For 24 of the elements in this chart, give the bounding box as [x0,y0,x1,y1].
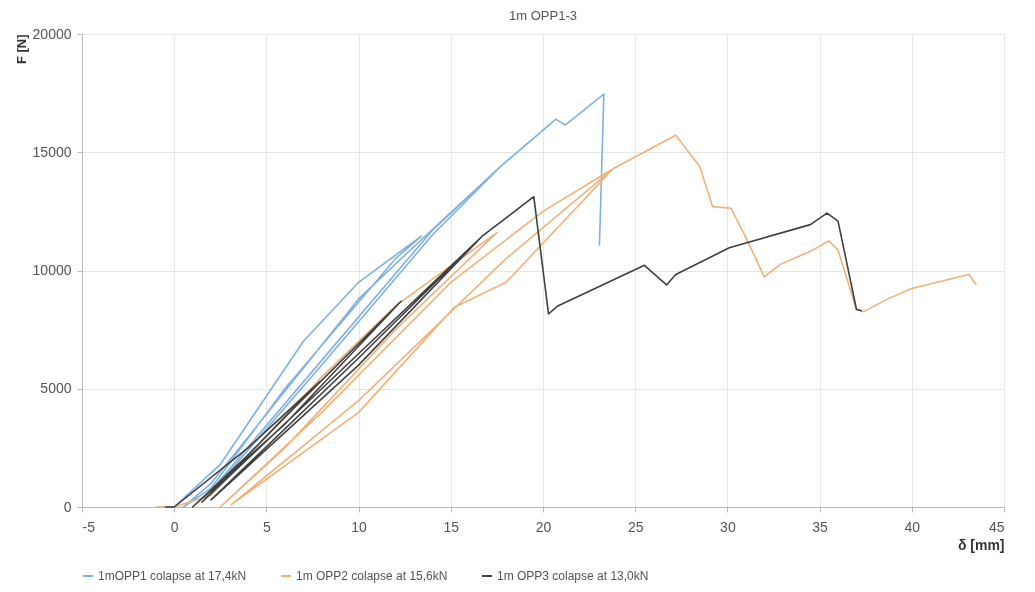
y-tick-label: 20000 [32,25,72,42]
line-series [154,134,978,508]
y-tick-label: 15000 [32,143,72,160]
x-tick-label: 25 [627,518,644,535]
legend-label: 1mOPP1 colapse at 17,4kN [98,569,247,583]
x-tick-label: 20 [535,518,552,535]
x-tick-label: 0 [170,518,179,535]
y-tick-label: 5000 [40,380,72,397]
x-tick-label: 15 [443,518,460,535]
x-tick-label: 40 [904,518,921,535]
x-tick-label: 10 [351,518,368,535]
chart-title: 1m OPP1-3 [509,8,577,23]
line-series [164,195,863,508]
x-tick-label: 35 [812,518,829,535]
x-tick-label: 30 [720,518,736,535]
x-tick-label: 45 [988,518,1005,535]
x-tick-label: 5 [263,518,271,535]
x-tick-label: -5 [82,518,96,535]
y-tick-label: 0 [63,498,72,515]
y-axis-title: F [N] [13,34,29,65]
x-axis-title: δ [mm] [957,536,1005,553]
legend-label: 1m OPP3 colapse at 13,0kN [497,569,649,583]
y-tick-label: 10000 [32,262,72,278]
legend-label: 1m OPP2 colapse at 15,6kN [296,569,448,583]
